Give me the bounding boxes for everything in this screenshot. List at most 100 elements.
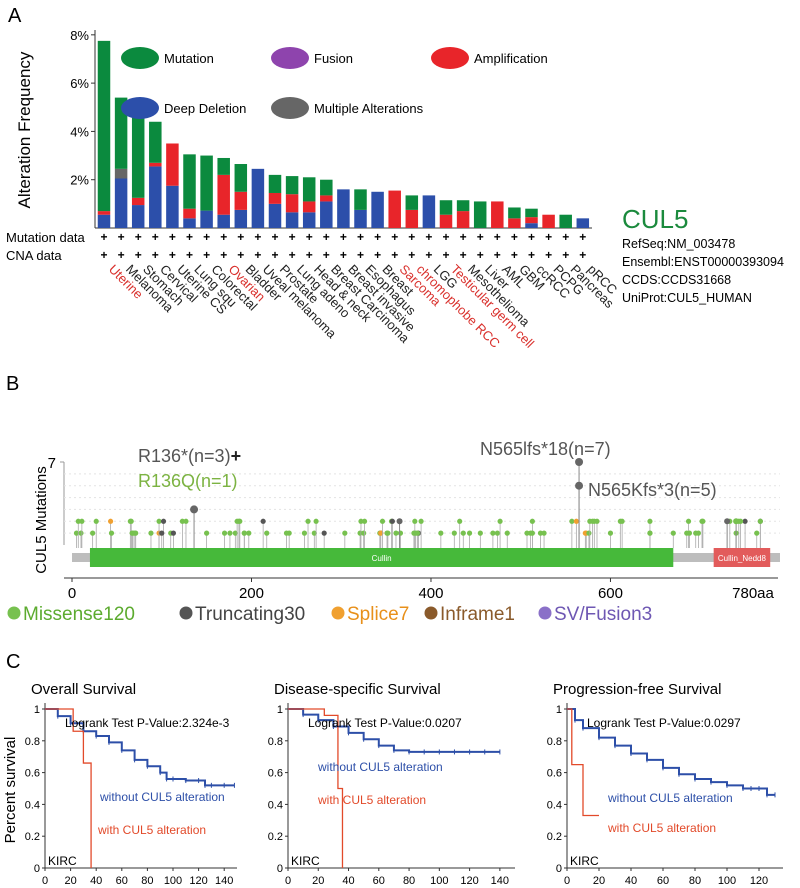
- lollipop-head: [504, 530, 510, 536]
- bar-segment: [149, 121, 162, 163]
- survival-curve: [288, 708, 344, 868]
- bar-segment: [234, 164, 248, 192]
- lollipop-head: [413, 530, 419, 536]
- mutation-data-marker: +: [374, 230, 381, 244]
- gene-info-line: Ensembl:ENST00000393094: [622, 255, 784, 269]
- bar-segment: [149, 162, 162, 167]
- survival-x-tick-label: 60: [373, 875, 385, 887]
- lollipop-x-tick-label: 400: [418, 585, 443, 602]
- legend-label: Mutation: [164, 51, 214, 66]
- survival-x-tick-label: 60: [116, 875, 128, 887]
- y-tick-label: 8%: [70, 28, 89, 43]
- hotspot-head: [190, 505, 199, 514]
- cna-data-marker: +: [152, 248, 159, 262]
- gene-name: CUL5: [622, 204, 688, 234]
- lollipop-head: [754, 530, 760, 536]
- mutation-data-label: Mutation data: [6, 230, 86, 245]
- annotation-r136q: R136Q(n=1): [138, 471, 238, 491]
- lollipop-head: [204, 530, 210, 536]
- lollipop-head: [647, 530, 653, 536]
- bar-segment: [183, 208, 196, 219]
- lollipop-head: [128, 518, 134, 524]
- bar-segment: [234, 191, 248, 210]
- cohort-label: KIRC: [570, 854, 599, 868]
- annotation-plus: +: [231, 446, 242, 466]
- mutation-data-marker: +: [220, 230, 227, 244]
- bar-segment: [200, 210, 213, 228]
- cna-data-marker: +: [442, 248, 449, 262]
- bar-segment: [183, 218, 196, 228]
- lollipop-head: [73, 530, 80, 536]
- lollipop-head: [385, 530, 391, 536]
- legend-swatch: [271, 47, 309, 69]
- mutation-data-marker: +: [186, 230, 193, 244]
- lollipop-head: [647, 518, 653, 524]
- bar-segment: [354, 189, 367, 210]
- lollipop-head: [537, 530, 544, 536]
- survival-y-label: Percent survival: [2, 737, 19, 844]
- lollipop-head: [234, 518, 240, 524]
- mutation-legend-label: Missense120: [23, 604, 135, 625]
- bar-segment: [525, 223, 538, 228]
- bar-segment: [131, 197, 145, 206]
- mutation-legend-label: SV/Fusion3: [554, 604, 652, 625]
- mutation-data-marker: +: [545, 230, 552, 244]
- lollipop-head: [183, 518, 189, 524]
- bar-segment: [302, 212, 316, 228]
- hotspot-head: [733, 518, 740, 525]
- mutation-data-marker: +: [477, 230, 484, 244]
- cna-data-marker: +: [340, 248, 347, 262]
- bar-segment: [166, 185, 179, 228]
- mutation-data-marker: +: [237, 230, 244, 244]
- bar-segment: [114, 168, 128, 179]
- mutation-data-marker: +: [289, 230, 296, 244]
- survival-y-tick-label: 0.4: [547, 799, 562, 811]
- gene-info-line: RefSeq:NM_003478: [622, 237, 735, 251]
- bar-segment: [149, 166, 162, 228]
- mutation-legend-swatch: [538, 606, 552, 620]
- lollipop-head: [477, 530, 483, 536]
- survival-y-tick-label: 0.8: [268, 736, 283, 748]
- mutation-legend-label: Truncating30: [195, 604, 305, 625]
- bar-segment: [131, 205, 145, 228]
- cna-data-marker: +: [254, 248, 261, 262]
- survival-y-tick-label: 0.6: [25, 768, 40, 780]
- bar-segment: [320, 179, 333, 196]
- mutation-data-marker: +: [460, 230, 467, 244]
- lollipop-head: [389, 518, 395, 524]
- lollipop-head: [686, 530, 693, 536]
- legend-with-alteration: with CUL5 alteration: [317, 793, 426, 807]
- mutation-data-marker: +: [494, 230, 501, 244]
- lollipop-head: [457, 518, 463, 524]
- bar-segment: [525, 208, 538, 218]
- survival-curve: [567, 708, 599, 817]
- bar-segment: [114, 178, 128, 228]
- survival-x-tick-label: 120: [460, 875, 478, 887]
- bar-segment: [200, 155, 213, 211]
- bar-segment: [542, 214, 555, 228]
- mutation-legend-label: Splice7: [347, 604, 409, 625]
- lollipop-x-tick-label: 600: [598, 585, 623, 602]
- survival-y-tick-label: 0.2: [25, 831, 40, 843]
- lollipop-head: [159, 530, 165, 536]
- cna-data-marker: +: [271, 248, 278, 262]
- mutation-data-marker: +: [579, 230, 586, 244]
- lollipop-head: [246, 530, 252, 536]
- lollipop-head: [179, 518, 185, 524]
- survival-x-tick-label: 0: [564, 875, 570, 887]
- lollipop-head: [313, 518, 319, 524]
- survival-pvalue: Logrank Test P-Value:0.0207: [308, 716, 462, 730]
- cna-data-marker: +: [237, 248, 244, 262]
- bar-segment: [217, 157, 230, 175]
- lollipop-head: [418, 518, 424, 524]
- lollipop-head: [573, 518, 579, 524]
- lollipop-head: [148, 530, 154, 536]
- bar-segment: [166, 143, 179, 186]
- cna-data-marker: +: [306, 248, 313, 262]
- lollipop-head: [529, 518, 535, 524]
- lollipop-head: [529, 530, 535, 536]
- lollipop-head: [93, 518, 99, 524]
- legend-label: Fusion: [314, 51, 353, 66]
- lollipop-head: [227, 530, 233, 536]
